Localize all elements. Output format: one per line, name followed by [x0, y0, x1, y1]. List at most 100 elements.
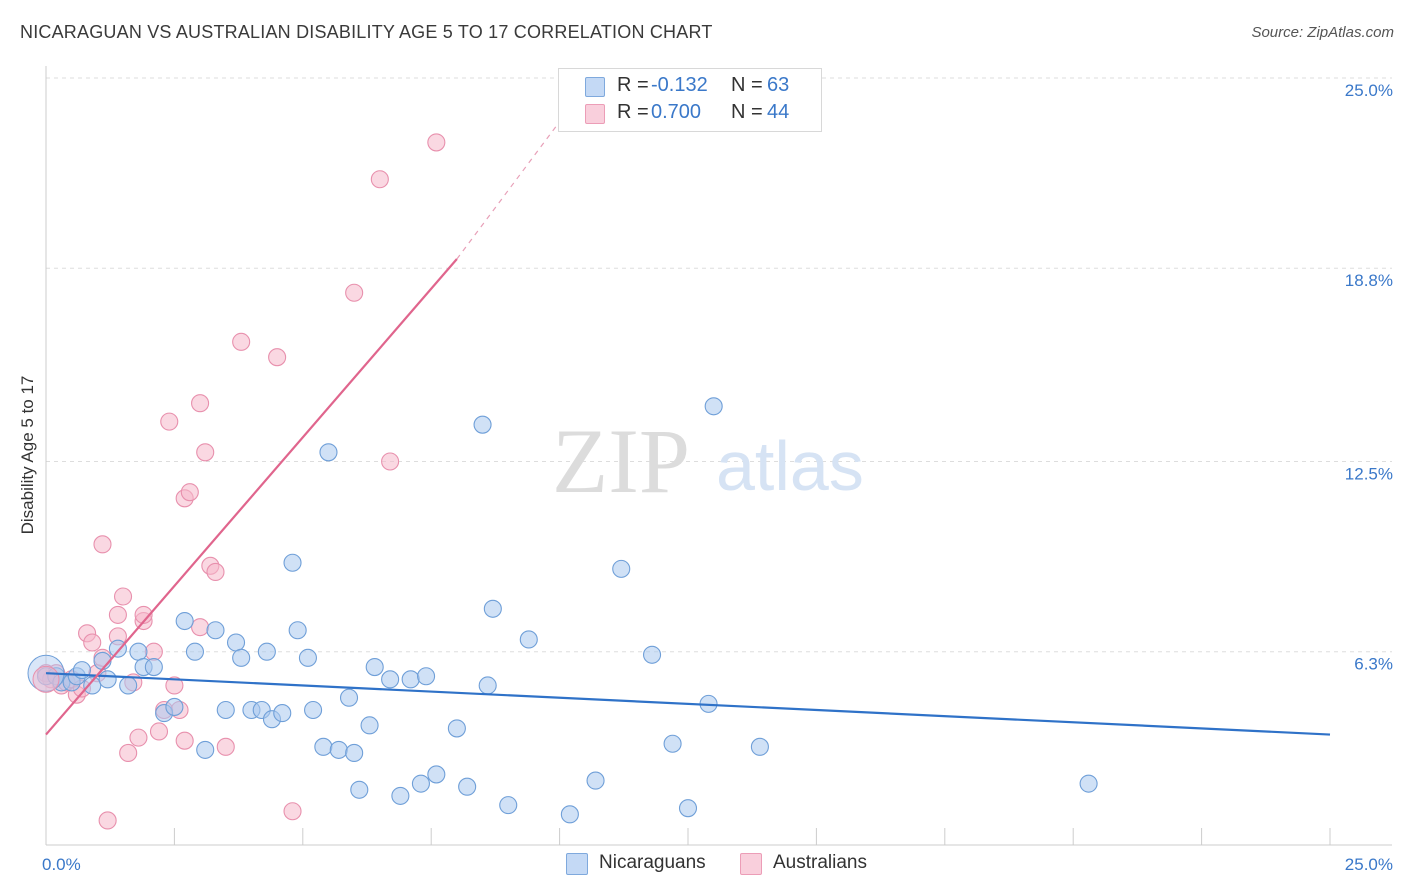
australian-point	[191, 618, 210, 637]
nicaraguan-point	[586, 771, 605, 790]
nicaraguan-point	[499, 796, 518, 815]
nicaraguan-point	[288, 621, 307, 640]
axis-layer	[45, 66, 1392, 846]
nicaraguan-point	[175, 611, 194, 631]
nicaraguan-point	[483, 599, 502, 618]
legend-n-value: 44	[767, 101, 790, 123]
legend-swatch-pink	[585, 104, 605, 124]
nicaraguan-point	[750, 737, 769, 756]
tick-label-layer: 6.3% 12.5% 18.8% 25.0% 0.0% 25.0%	[42, 81, 1393, 874]
nicaraguan-point	[226, 633, 246, 652]
legend-n-value: 63	[767, 74, 790, 96]
australian-point	[196, 443, 215, 462]
legend-n-label: N =	[731, 101, 763, 123]
nicaraguan-point	[283, 553, 302, 572]
nicaraguan-point	[129, 642, 148, 661]
nicaraguan-point	[185, 642, 204, 661]
australian-point	[144, 642, 163, 661]
nicaraguan-point	[473, 415, 492, 434]
y-tick-label: 25.0%	[1345, 81, 1393, 100]
nicaraguan-point	[119, 676, 138, 695]
bottom-legend-label: Nicaraguans	[599, 852, 706, 873]
australian-point	[119, 743, 138, 763]
australian-point	[268, 348, 287, 367]
australian-point	[160, 412, 179, 431]
correlation-legend: R = -0.132 N = 63 R = 0.700 N = 44	[558, 68, 822, 132]
nicaraguan-point	[216, 700, 235, 720]
australian-point	[98, 811, 117, 830]
nicaraguan-point	[165, 697, 184, 716]
nicaraguan-point	[612, 559, 631, 578]
australian-point	[191, 394, 210, 413]
nicaraguan-point	[298, 648, 317, 667]
australian-point	[134, 605, 153, 624]
nicaraguan-point	[98, 670, 117, 689]
nicaraguan-point	[663, 734, 682, 753]
watermark-atlas: atlas	[716, 427, 864, 505]
australian-point	[108, 605, 127, 624]
x-tick-label: 0.0%	[42, 855, 81, 874]
legend-n-label: N =	[731, 74, 763, 96]
bottom-legend-label: Australians	[773, 852, 867, 873]
nicaraguan-point	[83, 676, 102, 695]
grid-layer	[46, 77, 1392, 653]
points-layer	[27, 133, 1098, 830]
nicaraguan-point	[447, 719, 466, 738]
australian-point	[370, 170, 389, 189]
nicaraguan-point	[411, 774, 430, 793]
nicaraguan-point	[365, 658, 384, 677]
nicaraguan-point	[108, 639, 127, 658]
nicaraguan-point	[401, 670, 420, 689]
australian-point	[149, 722, 169, 741]
nicaraguan-point	[339, 688, 359, 707]
x-tick-label: 25.0%	[1345, 855, 1393, 874]
australian-trendline	[45, 258, 458, 736]
nicaraguan-point	[642, 645, 662, 664]
legend-r-value: -0.132	[651, 74, 708, 96]
australian-point	[381, 452, 400, 471]
y-tick-label: 6.3%	[1354, 655, 1393, 674]
nicaraguan-trendline	[45, 672, 1331, 736]
nicaraguan-point	[273, 704, 292, 723]
australian-cluster-point	[32, 665, 60, 693]
nicaraguan-point	[345, 743, 364, 763]
australian-point	[427, 133, 446, 152]
nicaraguan-point	[319, 443, 338, 462]
legend-r-label: R =	[617, 74, 649, 96]
nicaraguan-point	[304, 700, 323, 720]
bottom-legend-swatch-blue	[566, 853, 588, 875]
source-credit: Source: ZipAtlas.com	[1251, 24, 1394, 41]
nicaraguan-point	[704, 397, 723, 416]
watermark-zip: ZIP	[552, 410, 690, 512]
australian-point	[180, 483, 199, 502]
nicaraguan-point	[329, 740, 348, 759]
legend-r-label: R =	[617, 101, 649, 123]
nicaraguan-point	[381, 670, 400, 689]
nicaraguan-point	[144, 658, 163, 677]
nicaraguan-point	[257, 642, 276, 661]
nicaraguan-point	[232, 648, 251, 667]
nicaraguan-point	[391, 786, 410, 805]
australian-point	[83, 633, 102, 652]
australian-point	[113, 587, 133, 606]
nicaraguan-point	[1079, 774, 1098, 793]
australian-point	[216, 737, 235, 756]
bottom-legend-swatch-pink	[740, 853, 762, 875]
nicaraguan-point	[519, 630, 538, 649]
australian-point	[283, 802, 302, 821]
nicaraguan-point	[417, 667, 436, 686]
legend-swatch-blue	[585, 77, 605, 97]
chart-title: NICARAGUAN VS AUSTRALIAN DISABILITY AGE …	[20, 22, 713, 42]
australian-point	[165, 676, 184, 695]
nicaraguan-point	[560, 805, 579, 824]
nicaraguan-point	[360, 716, 379, 735]
nicaraguan-point	[478, 676, 497, 695]
nicaraguan-point	[314, 737, 333, 756]
australian-point	[232, 332, 251, 351]
australian-point	[206, 562, 225, 581]
australian-point	[129, 728, 148, 747]
nicaraguan-point	[458, 777, 477, 796]
nicaraguan-point	[196, 740, 215, 759]
australian-point	[93, 535, 112, 554]
